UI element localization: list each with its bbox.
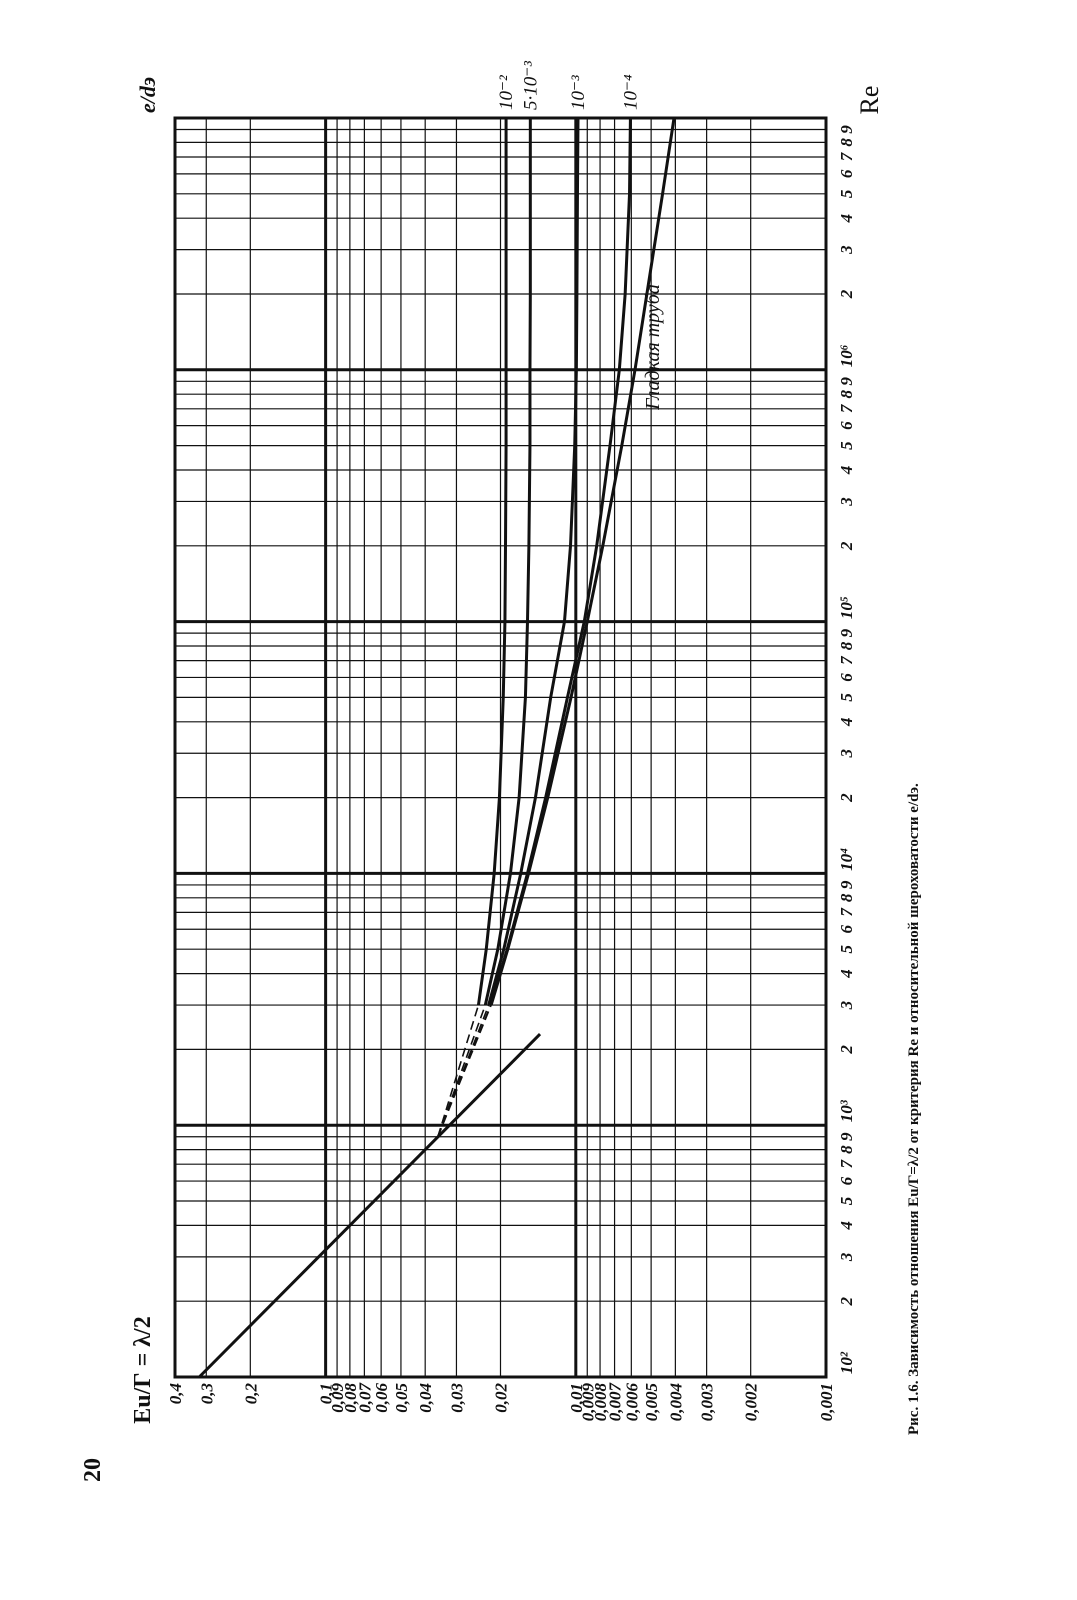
x-tick-label: 3 <box>837 245 856 255</box>
x-tick-label: 3 <box>837 1000 856 1010</box>
x-tick-label: 4 <box>837 214 856 224</box>
y-tick-label: 0,004 <box>666 1383 685 1421</box>
y-tick-label: 0,2 <box>241 1383 260 1405</box>
y-tick-label: 0,04 <box>416 1383 435 1413</box>
rotated-chart: 20 Eu/Г = λ/2 e/dэ Re Рис. 1.6. Зависимо… <box>80 61 922 1482</box>
y-tick-label: 0,1 <box>317 1383 336 1404</box>
x-tick-label: 4 <box>837 466 856 476</box>
caption: Рис. 1.6. Зависимость отношения Eu/Г=λ/2… <box>906 783 922 1435</box>
x-tick-label: 3 <box>837 749 856 759</box>
y-tick-label: 0,001 <box>817 1383 836 1421</box>
x-tick-label: 2 <box>837 793 856 803</box>
x-tick-label: 9 <box>837 628 856 637</box>
x-tick-label: 7 <box>837 1158 856 1168</box>
x-tick-label: 2 <box>837 289 856 299</box>
x-tick-label: 4 <box>837 718 856 728</box>
x-tick-label: 8 <box>837 641 856 650</box>
x-tick-label: 8 <box>837 893 856 902</box>
x-tick-label: 6 <box>837 169 856 178</box>
y-tick-label: 0,08 <box>341 1383 360 1413</box>
curve <box>476 118 508 1006</box>
x-tick-label: 3 <box>837 1252 856 1262</box>
x-tick-label: 7 <box>837 655 856 665</box>
y-tick-label: 0,005 <box>642 1383 661 1422</box>
x-tick-label: 10³ <box>837 1099 856 1122</box>
page-number: 20 <box>80 1458 106 1482</box>
series-label: 10⁻⁴ <box>620 74 641 110</box>
plot-frame <box>173 116 828 1379</box>
y-tick-label: 0,02 <box>492 1383 511 1413</box>
y-tick-label: 0,4 <box>166 1383 185 1404</box>
x-tick-label: 10⁶ <box>837 344 856 367</box>
transition-line <box>437 1004 492 1138</box>
x-tick-label: 8 <box>837 138 856 147</box>
x-tick-label: 4 <box>837 1221 856 1231</box>
y-tick-label: 0,006 <box>622 1383 641 1422</box>
x-tick-label: 3 <box>837 497 856 507</box>
y-tick-label: 0,05 <box>392 1383 411 1413</box>
x-tick-label: 9 <box>837 1132 856 1141</box>
x-tick-label: 5 <box>837 189 856 198</box>
y-tick-label: 0,06 <box>372 1383 391 1413</box>
x-tick-label: 10² <box>837 1351 856 1374</box>
x-tick-label: 6 <box>837 1176 856 1185</box>
x-tick-label: 4 <box>837 969 856 979</box>
x-tick-label: 10⁵ <box>837 596 856 619</box>
y-tick-label: 0,008 <box>591 1383 610 1422</box>
x-tick-label: 10⁴ <box>837 848 856 871</box>
y-tick-label: 0,002 <box>742 1383 761 1422</box>
x-tick-label: 5 <box>837 693 856 702</box>
x-tick-label: 2 <box>837 1045 856 1055</box>
y-tick-label: 0,003 <box>698 1383 717 1422</box>
x-tick-label: 9 <box>837 125 856 134</box>
x-tick-label: 5 <box>837 1196 856 1205</box>
y-tick-label: 0,03 <box>447 1383 466 1413</box>
curve <box>489 117 676 1006</box>
x-tick-label: 6 <box>837 925 856 934</box>
roughness-title: e/dэ <box>135 77 160 113</box>
x-tick-label: 2 <box>837 1296 856 1306</box>
x-tick-label: 8 <box>837 1145 856 1154</box>
transition-line <box>437 1004 487 1137</box>
series-label: 10⁻² <box>496 75 517 110</box>
y-tick-label: 0,3 <box>197 1383 216 1405</box>
x-tick-label: 6 <box>837 421 856 430</box>
x-tick-label: 5 <box>837 944 856 953</box>
x-tick-label: 2 <box>837 541 856 551</box>
laminar-line <box>198 1033 542 1379</box>
x-tick-label: 7 <box>837 403 856 413</box>
series-label: Гладкая труба <box>642 284 664 411</box>
x-tick-label: 5 <box>837 441 856 450</box>
curve <box>483 118 532 1006</box>
x-axis-title: Re <box>855 86 884 115</box>
y-tick-label: 0,01 <box>567 1383 586 1413</box>
y-axis-title: Eu/Г = λ/2 <box>130 1316 156 1423</box>
y-tick-label: 0,07 <box>355 1382 374 1413</box>
x-tick-label: 7 <box>837 907 856 917</box>
x-tick-label: 8 <box>837 389 856 398</box>
x-tick-label: 6 <box>837 673 856 682</box>
series-label: 10⁻³ <box>568 75 589 110</box>
y-tick-label: 0,007 <box>606 1382 625 1422</box>
series-label: 5·10⁻³ <box>520 61 541 110</box>
transition-line <box>437 1004 480 1137</box>
x-tick-label: 9 <box>837 377 856 386</box>
x-tick-label: 7 <box>837 151 856 161</box>
curve <box>487 117 580 1006</box>
y-tick-label: 0,09 <box>328 1383 347 1413</box>
y-tick-label: 0,009 <box>578 1383 597 1422</box>
transition-line <box>437 1004 490 1138</box>
x-tick-label: 9 <box>837 880 856 889</box>
